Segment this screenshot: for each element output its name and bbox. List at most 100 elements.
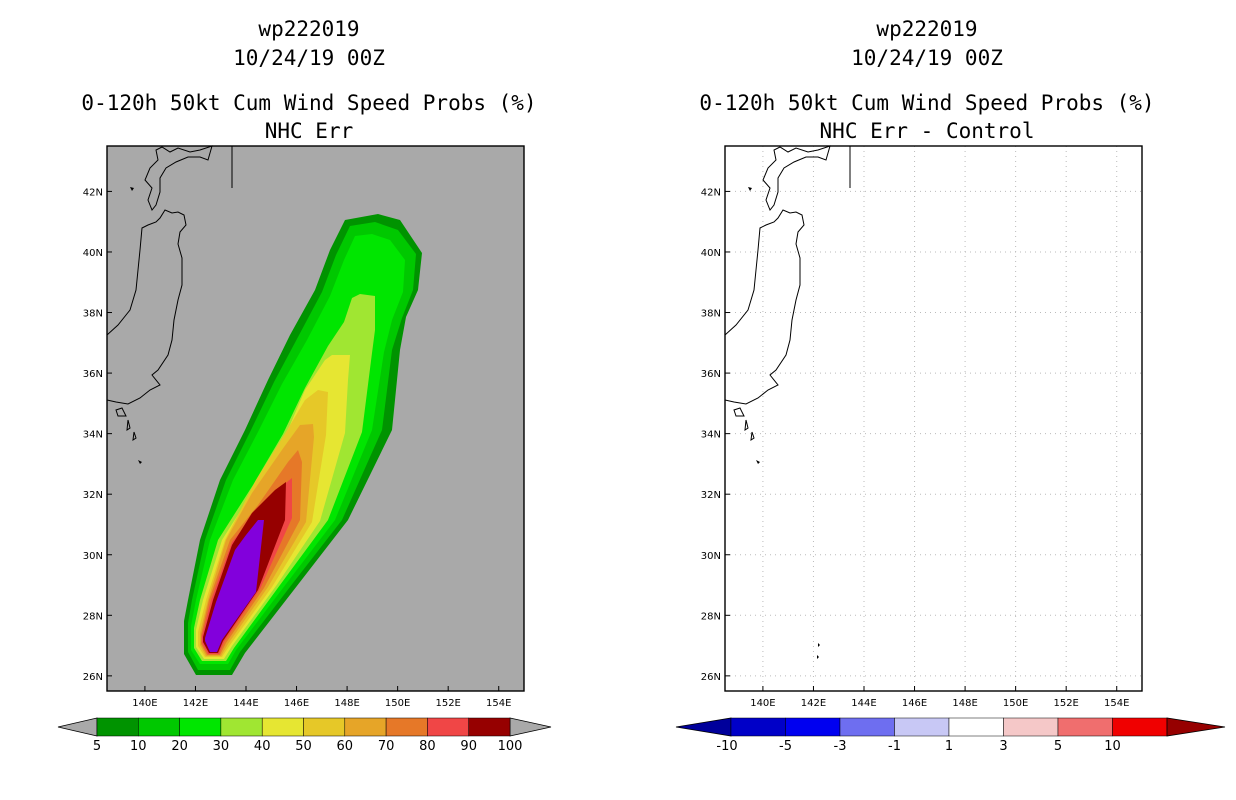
colorbar-label: 50 <box>295 739 312 754</box>
x-tick-label: 154E <box>486 698 511 709</box>
colorbar-swatch <box>948 717 1004 737</box>
colorbar-label: 30 <box>213 739 230 754</box>
colorbar-swatch <box>179 717 222 737</box>
colorbar-label: -3 <box>834 739 847 754</box>
chart-title-product: 0-120h 50kt Cum Wind Speed Probs (%) <box>699 91 1155 115</box>
x-tick-label: 144E <box>851 698 876 709</box>
y-tick-label: 26N <box>701 672 721 683</box>
chart-subtitle: NHC Err <box>264 119 354 143</box>
y-tick-label: 42N <box>83 187 103 198</box>
island <box>818 643 820 647</box>
x-tick-label: 148E <box>334 698 359 709</box>
colorbar-swatch <box>261 717 304 737</box>
island <box>817 655 819 659</box>
axis-ticks: 140E 142E 144E 146E 148E 150E 152E 154E 26N 28N 30… <box>83 187 512 709</box>
chart-title-date: 10/24/19 00Z <box>233 46 385 70</box>
colorbar-swatch <box>220 717 263 737</box>
colorbar-label: -5 <box>779 739 792 754</box>
y-tick-label: 30N <box>701 551 721 562</box>
colorbar-label: -1 <box>888 739 901 754</box>
x-tick-label: 142E <box>183 698 208 709</box>
colorbar: 5 10 20 30 40 50 60 70 80 90 100 <box>57 717 552 754</box>
colorbar-label: 20 <box>171 739 188 754</box>
colorbar-swatch <box>1003 717 1059 737</box>
island <box>138 460 142 464</box>
colorbar-label: 3 <box>999 739 1007 754</box>
island <box>756 460 760 464</box>
y-tick-label: 30N <box>83 551 103 562</box>
colorbar-extend-high <box>509 717 552 737</box>
colorbar-swatch <box>385 717 428 737</box>
probability-contours <box>184 214 422 675</box>
y-tick-label: 28N <box>83 611 103 622</box>
plot-frame <box>106 145 525 692</box>
colorbar: -10 -5 -3 -1 1 3 5 10 <box>675 717 1226 754</box>
y-tick-label: 26N <box>83 672 103 683</box>
x-tick-label: 144E <box>233 698 258 709</box>
coastline <box>106 145 233 442</box>
plot-frame <box>724 145 1143 692</box>
y-tick-label: 38N <box>701 309 721 320</box>
colorbar-label: 60 <box>337 739 354 754</box>
map-right: 140E 142E 144E 146E 148E 150E 152E 154E 26N 28N 30… <box>675 145 1226 754</box>
island <box>130 187 134 191</box>
colorbar-swatch <box>96 717 139 737</box>
colorbar-extend-high <box>1166 717 1226 737</box>
colorbar-label: 90 <box>460 739 477 754</box>
x-tick-label: 146E <box>284 698 309 709</box>
colorbar-label: 1 <box>945 739 953 754</box>
colorbar-label: 5 <box>1054 739 1062 754</box>
plot-background <box>725 146 1142 691</box>
colorbar-swatch <box>785 717 841 737</box>
colorbar-swatch <box>894 717 950 737</box>
panel-nhc-err-control: wp222019 10/24/19 00Z 0-120h 50kt Cum Wi… <box>618 0 1236 800</box>
y-tick-label: 40N <box>83 248 103 259</box>
x-tick-label: 154E <box>1104 698 1129 709</box>
chart-subtitle: NHC Err - Control <box>819 119 1035 143</box>
x-tick-label: 148E <box>952 698 977 709</box>
colorbar-swatch <box>344 717 387 737</box>
colorbar-label: 100 <box>498 739 523 754</box>
plot-area <box>106 145 525 692</box>
y-tick-label: 32N <box>701 490 721 501</box>
colorbar-label: 80 <box>419 739 436 754</box>
plot-area <box>724 145 1143 692</box>
y-tick-label: 34N <box>83 430 103 441</box>
y-tick-label: 42N <box>701 187 721 198</box>
y-tick-label: 36N <box>83 369 103 380</box>
colorbar-swatch <box>468 717 511 737</box>
y-tick-label: 38N <box>83 309 103 320</box>
colorbar-swatch <box>1057 717 1113 737</box>
chart-title-storm: wp222019 <box>258 17 360 41</box>
chart-title-storm: wp222019 <box>876 17 978 41</box>
x-tick-label: 150E <box>385 698 410 709</box>
colorbar-label: 10 <box>1104 739 1121 754</box>
y-tick-label: 40N <box>701 248 721 259</box>
y-tick-label: 32N <box>83 490 103 501</box>
chart-title-product: 0-120h 50kt Cum Wind Speed Probs (%) <box>81 91 537 115</box>
colorbar-label: -10 <box>716 739 737 754</box>
colorbar-swatch <box>427 717 469 737</box>
gridlines <box>725 146 1142 691</box>
colorbar-swatch <box>839 717 895 737</box>
panel-nhc-err: wp222019 10/24/19 00Z 0-120h 50kt Cum Wi… <box>57 17 552 754</box>
x-tick-label: 150E <box>1003 698 1028 709</box>
colorbar-label: 10 <box>130 739 147 754</box>
colorbar-label: 70 <box>378 739 395 754</box>
colorbar-swatch <box>138 717 180 737</box>
x-tick-label: 146E <box>902 698 927 709</box>
map-left: 140E 142E 144E 146E 148E 150E 152E 154E 26N 28N 30… <box>57 145 552 754</box>
colorbar-extend-low <box>57 717 98 737</box>
colorbar-swatch <box>1112 717 1168 737</box>
colorbar-extend-low <box>675 717 732 737</box>
island <box>748 187 752 191</box>
colorbar-swatch <box>730 717 786 737</box>
y-tick-label: 34N <box>701 430 721 441</box>
y-tick-label: 36N <box>701 369 721 380</box>
chart-title-date: 10/24/19 00Z <box>851 46 1003 70</box>
y-tick-label: 28N <box>701 611 721 622</box>
x-tick-label: 140E <box>132 698 157 709</box>
x-tick-label: 140E <box>750 698 775 709</box>
colorbar-label: 40 <box>254 739 271 754</box>
coastline <box>724 145 851 442</box>
